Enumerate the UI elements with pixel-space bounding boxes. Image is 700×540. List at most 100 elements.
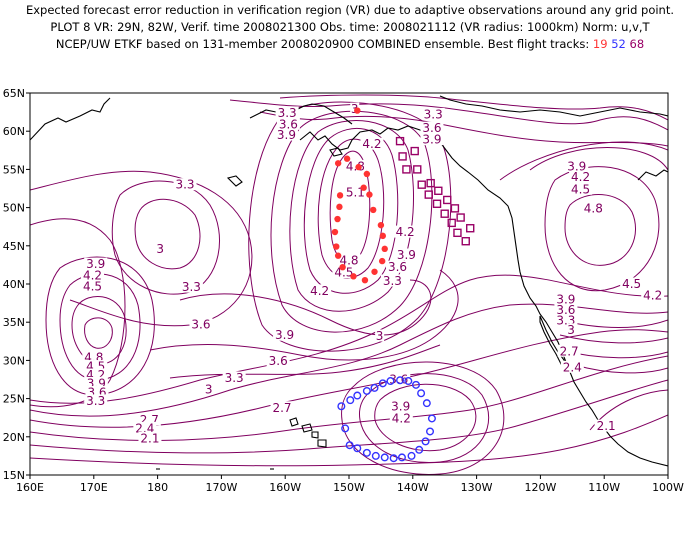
contour-label: 4.2: [571, 170, 590, 184]
track-68-point: [417, 180, 426, 189]
contour-line: [359, 373, 490, 464]
contour-label-bg: [560, 360, 584, 373]
track-52-point: [380, 453, 389, 462]
y-tick-label: 35N: [3, 316, 25, 329]
track-52-point: [337, 402, 346, 411]
contour-label-bg: [393, 225, 417, 238]
track-52-point: [397, 453, 406, 462]
track-68-point: [410, 146, 419, 156]
track-68-point: [443, 195, 452, 205]
track-id-19: 19: [592, 37, 608, 51]
track-19-point: [381, 245, 388, 253]
track-19-point: [371, 268, 378, 275]
contour-line: [30, 414, 668, 467]
contour-label: 4.2: [83, 269, 102, 283]
contour-label-bg: [275, 106, 299, 119]
contour-label-bg: [421, 107, 445, 120]
x-tick-label: 130W: [461, 481, 493, 494]
contour-line: [259, 111, 668, 147]
contour-label-bg: [389, 399, 413, 412]
contour-label-bg: [350, 102, 360, 115]
hawaiian-island-1: [289, 417, 299, 427]
contour-label-bg: [394, 248, 418, 261]
track-19-point: [334, 215, 341, 223]
track-19-point: [339, 263, 346, 271]
track-52-point: [396, 376, 405, 385]
contour-label: 3.6: [279, 117, 298, 131]
contour-label: 3.6: [389, 373, 408, 387]
coastline-north-america: [299, 125, 668, 467]
contour-line: [134, 198, 201, 270]
contour-label: 5.1: [346, 185, 365, 199]
contour-label: 4.5: [334, 266, 353, 280]
contour-label-bg: [179, 280, 203, 293]
contour-label: 3: [156, 242, 164, 256]
contour-line: [30, 218, 126, 408]
track-52-point: [411, 380, 420, 389]
contour-label-bg: [138, 431, 162, 444]
track-19-point: [331, 228, 339, 236]
track-52-point: [370, 383, 379, 392]
track-52-point: [345, 441, 354, 450]
contour-line: [374, 383, 477, 452]
contour-label: 3.9: [397, 248, 416, 262]
flight-tracks: [331, 107, 475, 463]
contour-label: 3: [376, 329, 384, 343]
contour-label-bg: [332, 266, 356, 279]
contour-label-bg: [375, 329, 385, 342]
contour-label-bg: [565, 159, 589, 172]
track-68-point: [434, 186, 443, 195]
contour-label-bg: [581, 201, 605, 214]
track-52-point: [371, 451, 380, 460]
track-68-point: [395, 136, 405, 146]
track-19-point: [343, 155, 351, 162]
contour-label: 3.3: [383, 274, 402, 288]
y-tick-label: 55N: [3, 163, 25, 176]
x-tick-label: 150W: [333, 481, 365, 494]
x-tick-label: 100W: [652, 481, 684, 494]
track-19-point: [360, 184, 367, 191]
contour-line: [289, 119, 415, 312]
contour-label: 3.9: [277, 128, 296, 142]
coastline-alaska: [30, 97, 111, 141]
contour-line: [279, 94, 668, 121]
track-68-point: [413, 165, 422, 174]
track-68-point: [440, 209, 449, 218]
track-52-point: [378, 379, 387, 388]
track-19-point: [354, 107, 361, 114]
contour-line: [499, 141, 668, 181]
track-68-point: [450, 204, 460, 213]
contour-line: [149, 269, 459, 361]
contour-label: 3.6: [556, 303, 575, 317]
track-19-point: [363, 170, 371, 178]
contour-label-bg: [389, 411, 413, 424]
contour-label: 3.9: [422, 133, 441, 147]
contour-label: 3.6: [191, 318, 210, 332]
track-52-point: [427, 414, 436, 423]
track-52-point: [415, 445, 424, 454]
track-52-point: [407, 451, 416, 460]
coastlines: [30, 95, 668, 470]
track-52-point: [341, 424, 350, 433]
track-19-point: [366, 191, 373, 198]
track-52-point: [417, 389, 426, 398]
contour-line: [270, 110, 433, 333]
contour-label-bg: [276, 117, 300, 130]
title-line-3: NCEP/UW ETKF based on 131-member 2008020…: [0, 36, 700, 53]
y-tick-label: 25N: [3, 393, 25, 406]
coastline-island-2: [329, 147, 343, 157]
contour-line: [248, 101, 452, 352]
y-tick-label: 50N: [3, 202, 25, 215]
x-tick-label: 140W: [397, 481, 429, 494]
contour-label-bg: [554, 292, 578, 305]
track-19-point: [355, 163, 362, 171]
coastline-aleutians: [249, 103, 353, 125]
contour-label: 4.2: [643, 288, 662, 302]
contour-line: [341, 361, 505, 475]
contour-label-bg: [81, 269, 105, 282]
x-tick-label: 160E: [16, 481, 44, 494]
contour-label-bg: [81, 279, 105, 292]
contour-line: [317, 138, 385, 279]
track-19-point: [379, 232, 387, 240]
y-tick-label: 45N: [3, 240, 25, 253]
